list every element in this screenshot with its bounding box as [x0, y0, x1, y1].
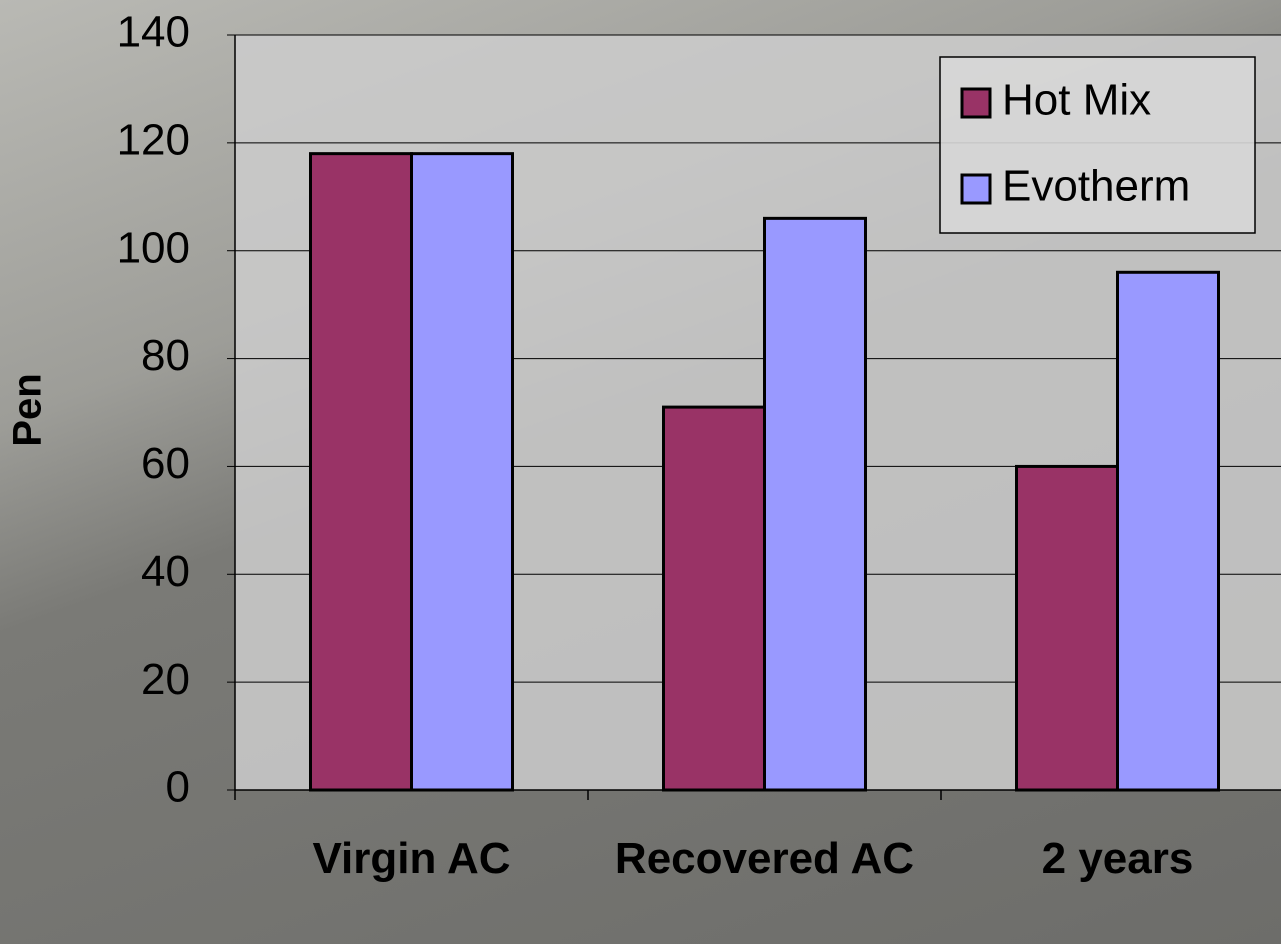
- legend-label: Hot Mix: [1002, 76, 1151, 125]
- y-tick-label: 80: [141, 331, 190, 380]
- x-tick-label: 2 years: [968, 832, 1268, 886]
- y-tick-label: 100: [117, 223, 190, 272]
- bar: [412, 154, 513, 790]
- y-tick-label: 40: [141, 547, 190, 596]
- x-tick-label: Virgin AC: [262, 832, 562, 886]
- chart: Pen 0 20 40 60 80 100 120 140 Hot Mix Evotherm: [0, 0, 1281, 944]
- bar: [1017, 466, 1118, 790]
- y-tick-label: 140: [117, 8, 190, 57]
- y-tick-label: 60: [141, 439, 190, 488]
- bar: [1118, 272, 1219, 790]
- legend-swatch: [962, 89, 990, 117]
- y-tick-label: 0: [166, 763, 190, 812]
- y-axis-label: Pen: [6, 373, 50, 446]
- page: Pen 020406080100120140Hot MixEvotherm ((…: [0, 0, 1281, 944]
- y-tick-label: 20: [141, 655, 190, 704]
- bar: [311, 154, 412, 790]
- x-tick-label: Recovered AC: [615, 832, 915, 886]
- legend-label: Evotherm: [1002, 162, 1190, 211]
- bar: [664, 407, 765, 790]
- legend-swatch: [962, 175, 990, 203]
- y-tick-label: 120: [117, 115, 190, 164]
- bar: [765, 218, 866, 790]
